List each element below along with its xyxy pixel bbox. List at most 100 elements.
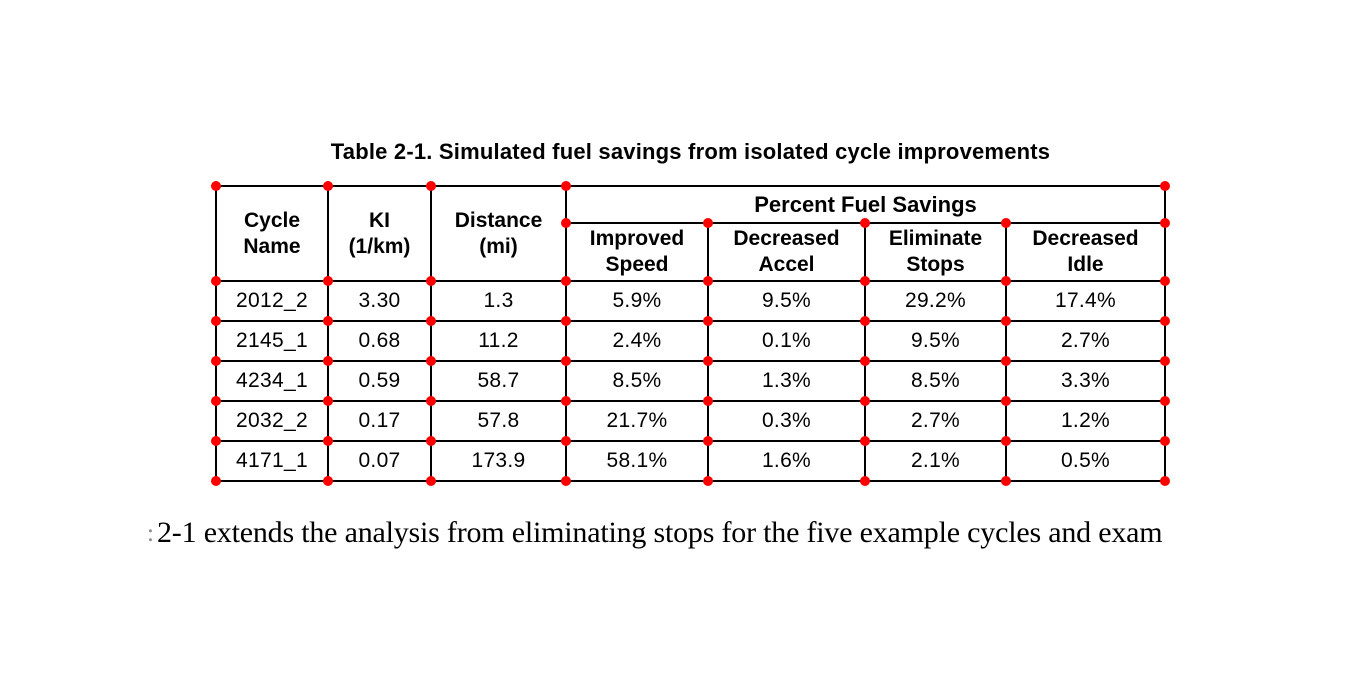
grid-intersection-dot <box>703 276 713 286</box>
grid-intersection-dot <box>860 218 870 228</box>
grid-intersection-dot <box>860 396 870 406</box>
grid-intersection-dot <box>561 356 571 366</box>
grid-intersection-dot <box>1001 276 1011 286</box>
table-cell: 0.07 <box>329 442 432 482</box>
grid-intersection-dot <box>323 436 333 446</box>
grid-intersection-dot <box>211 181 221 191</box>
table-cell: 21.7% <box>567 402 709 442</box>
grid-intersection-dot <box>426 276 436 286</box>
table-cell: 2.4% <box>567 322 709 362</box>
grid-intersection-dot <box>323 356 333 366</box>
table-cell: 0.3% <box>709 402 866 442</box>
grid-intersection-dot <box>561 436 571 446</box>
grid-intersection-dot <box>1001 436 1011 446</box>
grid-intersection-dot <box>1160 396 1170 406</box>
grid-intersection-dot <box>1160 218 1170 228</box>
grid-intersection-dot <box>561 218 571 228</box>
grid-intersection-dot <box>1160 436 1170 446</box>
grid-intersection-dot <box>323 476 333 486</box>
table-cell: 0.59 <box>329 362 432 402</box>
grid-intersection-dot <box>1160 316 1170 326</box>
table-cell: 173.9 <box>432 442 567 482</box>
grid-intersection-dot <box>426 396 436 406</box>
grid-intersection-dot <box>426 316 436 326</box>
table-cell: 0.68 <box>329 322 432 362</box>
table-cell: 2.7% <box>1007 322 1166 362</box>
header-cycle-name: Cycle Name <box>215 185 329 282</box>
table-cell: 58.1% <box>567 442 709 482</box>
table-cell: 2.1% <box>866 442 1007 482</box>
grid-intersection-dot <box>426 436 436 446</box>
table-cell: 3.3% <box>1007 362 1166 402</box>
header-ki: KI (1/km) <box>329 185 432 282</box>
table-cell: 2145_1 <box>215 322 329 362</box>
grid-intersection-dot <box>323 181 333 191</box>
table-cell: 5.9% <box>567 282 709 322</box>
subheader-eliminate-stops: Eliminate Stops <box>866 224 1007 282</box>
table-cell: 1.3% <box>709 362 866 402</box>
grid-intersection-dot <box>323 316 333 326</box>
grid-intersection-dot <box>426 356 436 366</box>
grid-intersection-dot <box>323 276 333 286</box>
grid-intersection-dot <box>860 436 870 446</box>
grid-intersection-dot <box>703 396 713 406</box>
table-cell: 58.7 <box>432 362 567 402</box>
grid-intersection-dot <box>1001 356 1011 366</box>
grid-intersection-dot <box>211 436 221 446</box>
table-cell: 0.17 <box>329 402 432 442</box>
header-distance: Distance (mi) <box>432 185 567 282</box>
body-text: 2-1 extends the analysis from eliminatin… <box>157 516 1163 549</box>
grid-intersection-dot <box>211 396 221 406</box>
table-cell: 11.2 <box>432 322 567 362</box>
table-cell: 57.8 <box>432 402 567 442</box>
grid-intersection-dot <box>561 396 571 406</box>
grid-intersection-dot <box>1160 476 1170 486</box>
grid-intersection-dot <box>860 316 870 326</box>
grid-intersection-dot <box>703 436 713 446</box>
table-cell: 4171_1 <box>215 442 329 482</box>
grid-intersection-dot <box>561 181 571 191</box>
grid-intersection-dot <box>561 276 571 286</box>
table-cell: 1.3 <box>432 282 567 322</box>
table-cell: 2.7% <box>866 402 1007 442</box>
table-cell: 2012_2 <box>215 282 329 322</box>
subheader-decreased-accel: Decreased Accel <box>709 224 866 282</box>
grid-intersection-dot <box>860 476 870 486</box>
table-cell: 0.1% <box>709 322 866 362</box>
table-cell: 8.5% <box>567 362 709 402</box>
table-caption: Table 2-1. Simulated fuel savings from i… <box>330 139 1051 164</box>
table-cell: 9.5% <box>866 322 1007 362</box>
table-cell: 29.2% <box>866 282 1007 322</box>
table-cell: 0.5% <box>1007 442 1166 482</box>
grid-intersection-dot <box>1160 276 1170 286</box>
table-cell: 1.6% <box>709 442 866 482</box>
grid-intersection-dot <box>1001 476 1011 486</box>
table-cell: 9.5% <box>709 282 866 322</box>
table-cell: 17.4% <box>1007 282 1166 322</box>
grid-intersection-dot <box>1160 356 1170 366</box>
grid-intersection-dot <box>211 356 221 366</box>
grid-intersection-dot <box>1160 181 1170 191</box>
grid-intersection-dot <box>860 356 870 366</box>
grid-intersection-dot <box>703 476 713 486</box>
cropped-text-fragment: : <box>147 520 154 547</box>
grid-intersection-dot <box>426 476 436 486</box>
grid-intersection-dot <box>426 181 436 191</box>
grid-intersection-dot <box>211 316 221 326</box>
grid-intersection-dot <box>211 276 221 286</box>
table-cell: 2032_2 <box>215 402 329 442</box>
grid-intersection-dot <box>211 476 221 486</box>
table-cell: 4234_1 <box>215 362 329 402</box>
grid-intersection-dot <box>703 316 713 326</box>
table-cell: 3.30 <box>329 282 432 322</box>
grid-intersection-dot <box>1001 396 1011 406</box>
data-table: Cycle Name KI (1/km) Distance (mi) Perce… <box>215 185 1166 482</box>
grid-intersection-dot <box>561 316 571 326</box>
grid-intersection-dot <box>1001 316 1011 326</box>
grid-intersection-dot <box>323 396 333 406</box>
grid-intersection-dot <box>1001 218 1011 228</box>
grid-intersection-dot <box>703 218 713 228</box>
table-cell: 1.2% <box>1007 402 1166 442</box>
table-cell: 8.5% <box>866 362 1007 402</box>
